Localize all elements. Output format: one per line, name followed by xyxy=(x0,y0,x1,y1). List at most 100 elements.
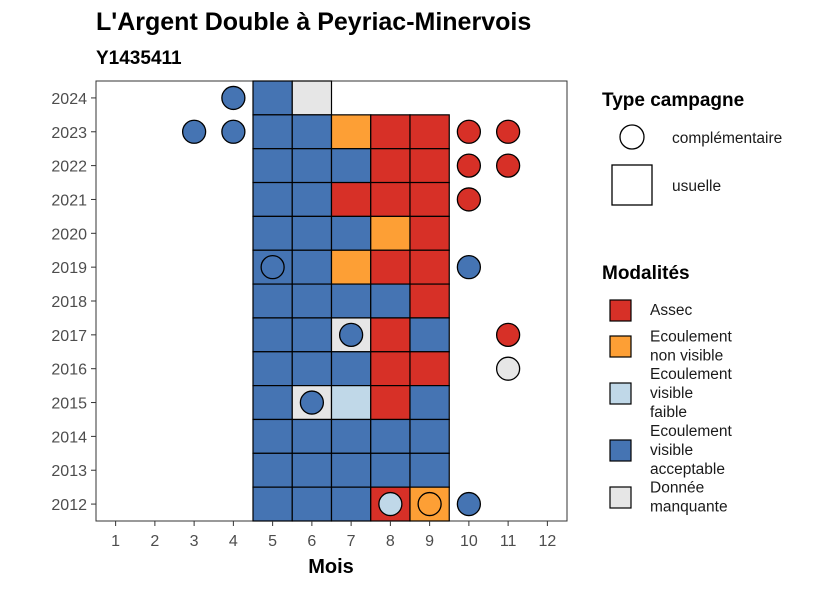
cell-2020-7 xyxy=(330,215,372,251)
cell-2018-9 xyxy=(409,283,450,319)
legend-square-key xyxy=(611,164,653,206)
cell-2021-8 xyxy=(370,181,411,217)
chart-subtitle: Y1435411 xyxy=(96,48,182,69)
y-tick-label: 2013 xyxy=(51,463,87,480)
legend-type-campagne: Type campagne complémentaire usuelle xyxy=(602,90,782,206)
point-2012-8 xyxy=(378,491,403,517)
cell-2016-6 xyxy=(291,351,333,387)
cell-2016-5 xyxy=(252,351,293,387)
cell-2013-7 xyxy=(330,452,372,488)
y-tick-label: 2024 xyxy=(51,91,87,108)
point-2021-10 xyxy=(456,187,482,212)
x-tick-label: 1 xyxy=(111,533,120,550)
cell-2023-9 xyxy=(409,114,450,150)
point-2022-10 xyxy=(456,153,482,178)
y-tick-label: 2022 xyxy=(51,159,87,176)
cell-2015-9 xyxy=(409,385,450,421)
x-tick-label: 2 xyxy=(150,533,159,550)
cell-2018-5 xyxy=(252,283,293,319)
y-tick-label: 2023 xyxy=(51,125,87,142)
x-axis-title: Mois xyxy=(308,556,354,578)
cell-2022-6 xyxy=(291,148,333,184)
x-tick-label: 9 xyxy=(425,533,434,550)
x-tick-label: 11 xyxy=(500,533,517,550)
point-2012-9 xyxy=(417,491,442,517)
cell-2017-8 xyxy=(370,317,411,353)
cell-2012-7 xyxy=(330,486,372,522)
cell-2017-6 xyxy=(291,317,333,353)
cell-2022-5 xyxy=(252,148,293,184)
cell-2023-8 xyxy=(370,114,411,150)
x-tick-label: 3 xyxy=(190,533,199,550)
cell-2016-7 xyxy=(330,351,372,387)
cell-2023-7 xyxy=(330,114,372,150)
cell-2023-5 xyxy=(252,114,293,150)
complementaire-points xyxy=(181,85,521,517)
x-tick-label: 4 xyxy=(229,533,238,550)
x-tick-label: 7 xyxy=(347,533,356,550)
y-axis-ticks: 2012 2013 2014 2015 2016 2017 2018 2019 2020 2021… xyxy=(51,91,96,514)
cell-2023-6 xyxy=(291,114,333,150)
usuelle-cells xyxy=(252,80,450,522)
legend-circle-key xyxy=(619,124,645,150)
cell-2024-5 xyxy=(252,80,293,116)
cell-2017-9 xyxy=(409,317,450,353)
chart-title: L'Argent Double à Peyriac-Minervois xyxy=(96,8,531,36)
point-2017-7 xyxy=(338,322,364,347)
cell-2022-9 xyxy=(409,148,450,184)
y-tick-label: 2020 xyxy=(51,226,87,243)
x-axis-ticks: 1 2 3 4 5 6 7 8 9 10 11 12 xyxy=(111,521,556,550)
cell-2020-5 xyxy=(252,215,293,251)
cell-2017-5 xyxy=(252,317,293,353)
cell-2024-6 xyxy=(291,80,333,116)
cell-2012-5 xyxy=(252,486,293,522)
legend-type-label: usuelle xyxy=(672,178,721,195)
legend-modalite-label: Ecoulement visible faible xyxy=(650,366,733,421)
point-2016-11 xyxy=(495,356,521,381)
cell-2021-7 xyxy=(330,181,372,217)
cell-2021-5 xyxy=(252,181,293,217)
cell-2022-8 xyxy=(370,148,411,184)
legend-modalite-key xyxy=(609,382,632,405)
y-tick-label: 2014 xyxy=(51,429,87,446)
legend-modalite-label: Assec xyxy=(650,302,692,319)
point-2022-11 xyxy=(495,153,521,178)
legend-modalites-title: Modalités xyxy=(602,263,690,284)
cell-2016-8 xyxy=(370,351,411,387)
point-2023-4 xyxy=(221,119,246,144)
legend-modalite-label: Ecoulement visible acceptable xyxy=(650,423,733,478)
y-tick-label: 2017 xyxy=(51,328,87,345)
cell-2014-9 xyxy=(409,418,450,454)
cell-2014-7 xyxy=(330,418,372,454)
y-tick-label: 2018 xyxy=(51,294,87,311)
legend-type-label: complémentaire xyxy=(672,130,782,147)
point-2023-10 xyxy=(456,119,482,144)
cell-2019-6 xyxy=(291,249,333,285)
legend-modalite-label: Ecoulement non visible xyxy=(650,329,733,365)
legend-modalite-label: Donnée manquante xyxy=(650,480,728,516)
point-2015-6 xyxy=(299,390,325,415)
cell-2013-9 xyxy=(409,452,450,488)
cell-2019-9 xyxy=(409,249,450,285)
cell-2018-8 xyxy=(370,283,411,319)
y-tick-label: 2015 xyxy=(51,396,87,413)
cell-2020-9 xyxy=(409,215,450,251)
x-tick-label: 8 xyxy=(386,533,395,550)
cell-2021-9 xyxy=(409,181,450,217)
point-2019-10 xyxy=(456,255,482,280)
cell-2019-8 xyxy=(370,249,411,285)
cell-2019-7 xyxy=(330,249,372,285)
cell-2015-7 xyxy=(330,385,372,421)
cell-2021-6 xyxy=(291,181,333,217)
legend-modalite-key xyxy=(609,335,632,358)
cell-2015-8 xyxy=(370,385,411,421)
legend-modalite-key xyxy=(609,486,632,509)
point-2023-11 xyxy=(495,119,521,144)
cell-2014-5 xyxy=(252,418,293,454)
y-tick-label: 2021 xyxy=(51,192,87,209)
point-2019-5 xyxy=(260,255,285,280)
x-tick-label: 10 xyxy=(460,533,478,550)
